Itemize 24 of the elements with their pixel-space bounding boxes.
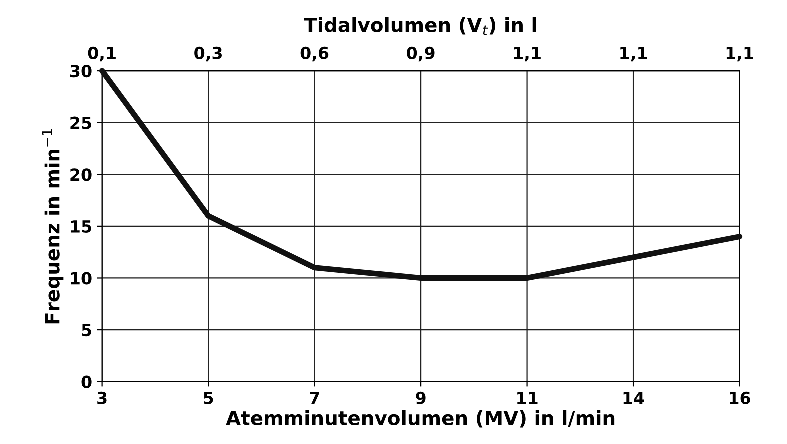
text: 1,1	[514, 47, 541, 62]
y-tick-label: 10	[71, 272, 92, 285]
text: 0,6	[300, 46, 329, 62]
text: 1,1	[620, 47, 648, 62]
y-tick-label: 15	[71, 220, 92, 234]
x2-axis-title: Tidalvolumen (V$_{t}$) in l	[304, 17, 536, 36]
y-tick-label: 30	[70, 65, 92, 78]
y-tick-label: 20	[70, 168, 92, 182]
x-tick-label: 16	[730, 392, 750, 404]
y-tick-label: 25	[70, 116, 92, 130]
y-axis-title: Frequenz in min$^{−1}$	[42, 129, 64, 324]
x-axis-title: Atemminutenvolumen (MV) in l/min	[226, 410, 615, 428]
text: 0,1	[88, 46, 116, 62]
x-tick-label: 9	[416, 392, 426, 404]
x-tick-label: 5	[204, 392, 214, 404]
text: 1,1	[726, 47, 754, 62]
x-tick-label: 3	[98, 392, 107, 404]
y-tick-label: 5	[82, 324, 92, 337]
x-tick-label: 11	[518, 392, 538, 404]
text: 0,9	[407, 46, 435, 62]
y-tick-label: 0	[82, 376, 92, 388]
text: 0,3	[194, 46, 222, 62]
x-tick-label: 7	[310, 392, 320, 404]
x-tick-label: 14	[624, 392, 644, 404]
